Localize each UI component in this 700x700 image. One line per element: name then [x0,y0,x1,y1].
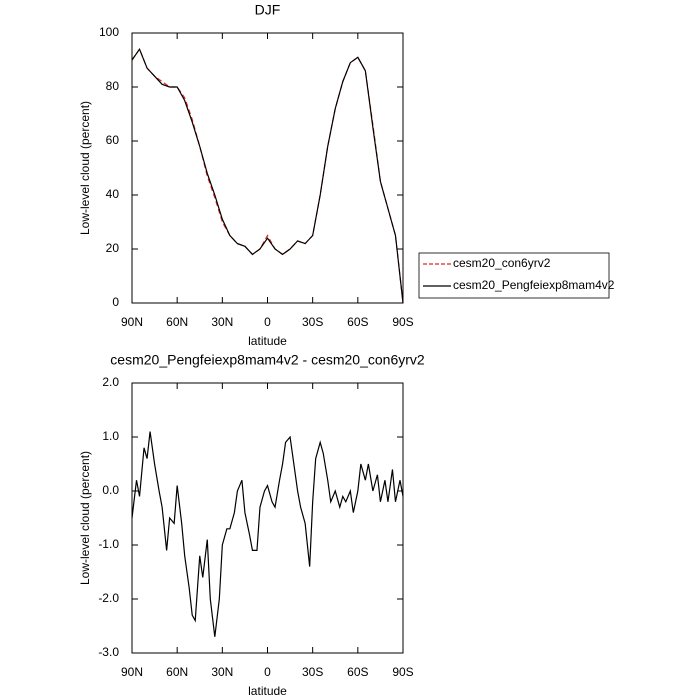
x-tick-label: 30N [211,315,233,329]
x-tick-label: 60N [166,665,188,679]
x-tick-label: 90S [392,665,413,679]
x-tick-label: 60N [166,315,188,329]
y-tick-label: 1.0 [102,429,119,443]
y-tick-label: -3.0 [98,645,119,659]
plot-frame [131,382,404,654]
y-tick-label: -1.0 [98,537,119,551]
y-tick-label: 100 [99,25,119,39]
x-tick-label: 90S [392,315,413,329]
y-tick-label: 0 [112,295,119,309]
chart-title: DJF [255,2,281,18]
data-line [131,47,404,304]
y-tick-label: 40 [106,187,120,201]
x-tick-label: 30S [302,315,323,329]
data-line [131,47,404,304]
x-tick-label: 0 [264,665,271,679]
plot-frame [131,32,404,304]
x-axis-label: latitude [248,334,287,348]
y-tick-label: 0.0 [102,483,119,497]
legend-label: cesm20_Pengfeiexp8mam4v2 [453,278,615,292]
x-tick-label: 0 [264,315,271,329]
y-axis-label: Low-level cloud (percent) [78,101,92,235]
y-tick-label: 80 [106,79,120,93]
legend-box [418,252,610,299]
y-axis-label: Low-level cloud (percent) [78,451,92,585]
y-tick-label: -2.0 [98,591,119,605]
x-tick-label: 60S [347,665,368,679]
y-tick-label: 60 [106,133,120,147]
x-tick-label: 30S [302,665,323,679]
y-tick-label: 20 [106,241,120,255]
x-tick-label: 30N [211,665,233,679]
x-axis-label: latitude [248,684,287,698]
legend-label: cesm20_con6yrv2 [453,256,551,270]
chart-title: cesm20_Pengfeiexp8mam4v2 - cesm20_con6yr… [110,352,425,368]
x-tick-label: 90N [121,315,143,329]
x-tick-label: 90N [121,665,143,679]
y-tick-label: 2.0 [102,375,119,389]
data-line [131,431,404,637]
x-tick-label: 60S [347,315,368,329]
